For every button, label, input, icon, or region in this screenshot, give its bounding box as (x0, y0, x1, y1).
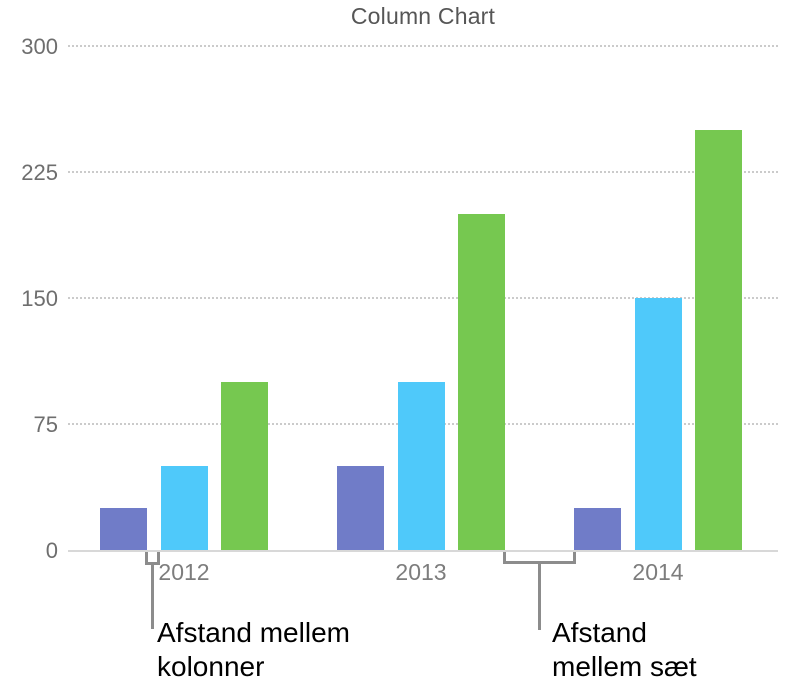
set-gap-callout-line (538, 564, 541, 630)
bar-2014-series-2-cyan (634, 298, 682, 550)
column-gap-bracket (145, 552, 160, 565)
bar-2014-series-3-green (695, 130, 742, 550)
bar-2013-series-3-green (458, 214, 505, 550)
gridline-150 (68, 297, 778, 299)
y-axis-tick-label: 0 (45, 538, 58, 563)
y-axis-tick-label: 300 (21, 34, 58, 59)
y-axis-tick-label: 75 (33, 412, 58, 437)
bar-2012-series-2-cyan (160, 466, 208, 550)
set-gap-bracket (503, 552, 576, 564)
callout-text-line: Afstand (552, 617, 647, 648)
column-gap-callout-line (151, 565, 154, 629)
chart-title: Column Chart (350, 3, 496, 29)
bar-2013-series-1-purple (337, 466, 384, 550)
callout-text-line: kolonner (157, 651, 265, 682)
bar-2012-series-1-purple (100, 508, 147, 550)
y-axis-tick-label: 150 (21, 286, 58, 311)
x-axis-label-2012: 2012 (158, 559, 210, 585)
gridline-225 (68, 171, 778, 173)
bar-2012-series-3-green (221, 382, 268, 550)
x-axis-label-2014: 2014 (632, 559, 684, 585)
set-gap-callout-label: Afstand mellem sæt (552, 616, 697, 684)
callout-text-line: Afstand mellem (157, 617, 350, 648)
column-gap-callout-label: Afstand mellem kolonner (157, 616, 350, 684)
x-axis-line (68, 550, 778, 552)
callout-text-line: mellem sæt (552, 651, 697, 682)
y-axis-tick-label: 225 (21, 160, 58, 185)
x-axis-label-2013: 2013 (395, 559, 447, 585)
bar-2013-series-2-cyan (397, 382, 445, 550)
bar-2014-series-1-purple (574, 508, 621, 550)
gridline-300 (68, 45, 778, 47)
